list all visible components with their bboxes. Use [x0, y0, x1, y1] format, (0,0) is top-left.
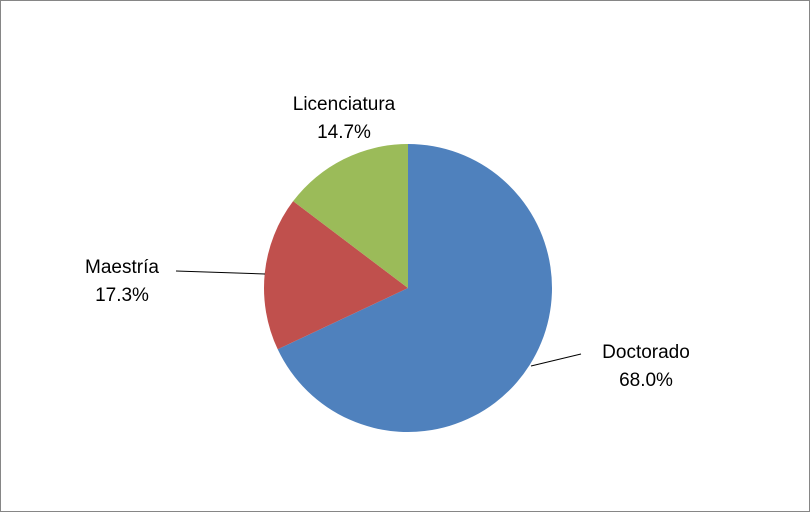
pie-slice — [264, 201, 408, 350]
slice-label: Doctorado — [602, 342, 690, 363]
pie-slice — [293, 144, 408, 288]
slice-label: Licenciatura — [293, 94, 396, 115]
slice-value-label: 17.3% — [95, 285, 149, 306]
leader-line — [175, 270, 266, 275]
slice-value-label: 68.0% — [619, 370, 673, 391]
pie-slice — [277, 144, 552, 433]
leader-line — [530, 353, 582, 367]
slice-label: Maestría — [85, 257, 159, 278]
slice-value-label: 14.7% — [317, 122, 371, 143]
